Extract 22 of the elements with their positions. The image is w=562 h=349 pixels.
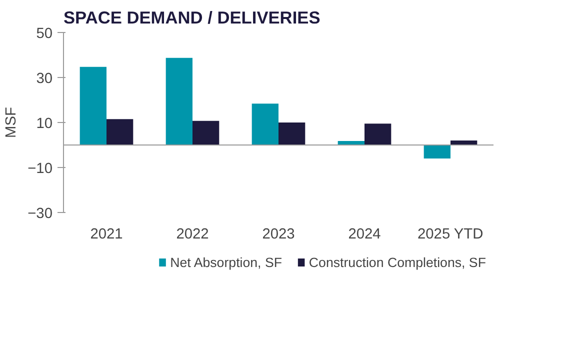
bar [424, 145, 450, 158]
y-tick-label: 30 [36, 71, 53, 87]
y-tick-label: −30 [28, 206, 53, 222]
x-tick-label: 2025 YTD [418, 226, 484, 242]
x-tick-label: 2022 [176, 226, 209, 242]
bar [364, 124, 392, 145]
bar [106, 119, 134, 145]
x-tick-label: 2023 [262, 226, 295, 242]
y-tick-label: 10 [36, 116, 53, 132]
chart-title: SPACE DEMAND / DELIVERIES [64, 8, 320, 28]
bar [252, 104, 278, 145]
bar [166, 58, 192, 145]
bar [192, 120, 220, 145]
legend-label: Construction Completions, SF [308, 255, 486, 270]
y-tick-label: −10 [28, 161, 53, 177]
bar [80, 66, 106, 145]
x-tick-label: 2024 [348, 226, 381, 242]
bar [278, 122, 306, 145]
y-axis-title: MSF [4, 106, 20, 138]
y-tick-label: 50 [36, 26, 53, 42]
x-tick-label: 2021 [90, 226, 123, 242]
legend-label: Net Absorption, SF [170, 255, 282, 270]
